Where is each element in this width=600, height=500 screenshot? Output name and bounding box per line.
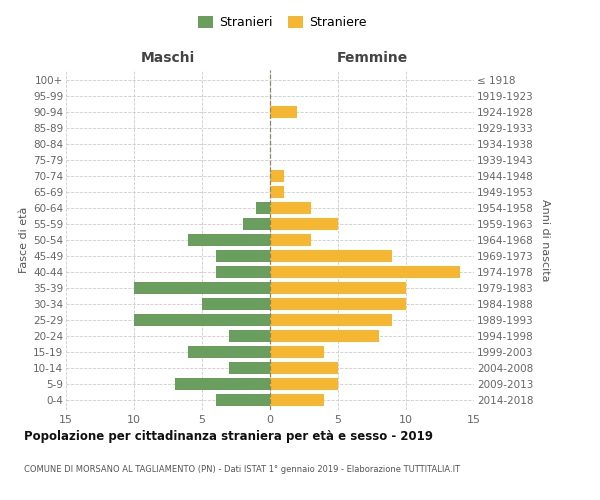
Bar — [229, 330, 270, 342]
Bar — [270, 298, 406, 310]
Bar — [215, 394, 270, 406]
Bar — [270, 202, 311, 214]
Text: Maschi: Maschi — [141, 51, 195, 65]
Bar — [270, 234, 311, 246]
Bar — [270, 362, 338, 374]
Bar — [134, 314, 270, 326]
Legend: Stranieri, Straniere: Stranieri, Straniere — [193, 11, 371, 34]
Bar — [243, 218, 270, 230]
Bar — [270, 282, 406, 294]
Bar — [270, 378, 338, 390]
Bar — [188, 346, 270, 358]
Bar — [175, 378, 270, 390]
Bar — [270, 346, 325, 358]
Bar — [256, 202, 270, 214]
Text: Popolazione per cittadinanza straniera per età e sesso - 2019: Popolazione per cittadinanza straniera p… — [24, 430, 433, 443]
Bar — [215, 250, 270, 262]
Y-axis label: Fasce di età: Fasce di età — [19, 207, 29, 273]
Bar — [215, 266, 270, 278]
Text: COMUNE DI MORSANO AL TAGLIAMENTO (PN) - Dati ISTAT 1° gennaio 2019 - Elaborazion: COMUNE DI MORSANO AL TAGLIAMENTO (PN) - … — [24, 465, 460, 474]
Bar — [229, 362, 270, 374]
Bar — [270, 218, 338, 230]
Bar — [270, 250, 392, 262]
Bar — [270, 106, 297, 118]
Bar — [270, 314, 392, 326]
Bar — [202, 298, 270, 310]
Bar — [188, 234, 270, 246]
Text: Femmine: Femmine — [337, 51, 407, 65]
Bar — [270, 330, 379, 342]
Bar — [270, 170, 284, 182]
Bar — [134, 282, 270, 294]
Bar — [270, 394, 325, 406]
Y-axis label: Anni di nascita: Anni di nascita — [540, 198, 550, 281]
Bar — [270, 266, 460, 278]
Bar — [270, 186, 284, 198]
